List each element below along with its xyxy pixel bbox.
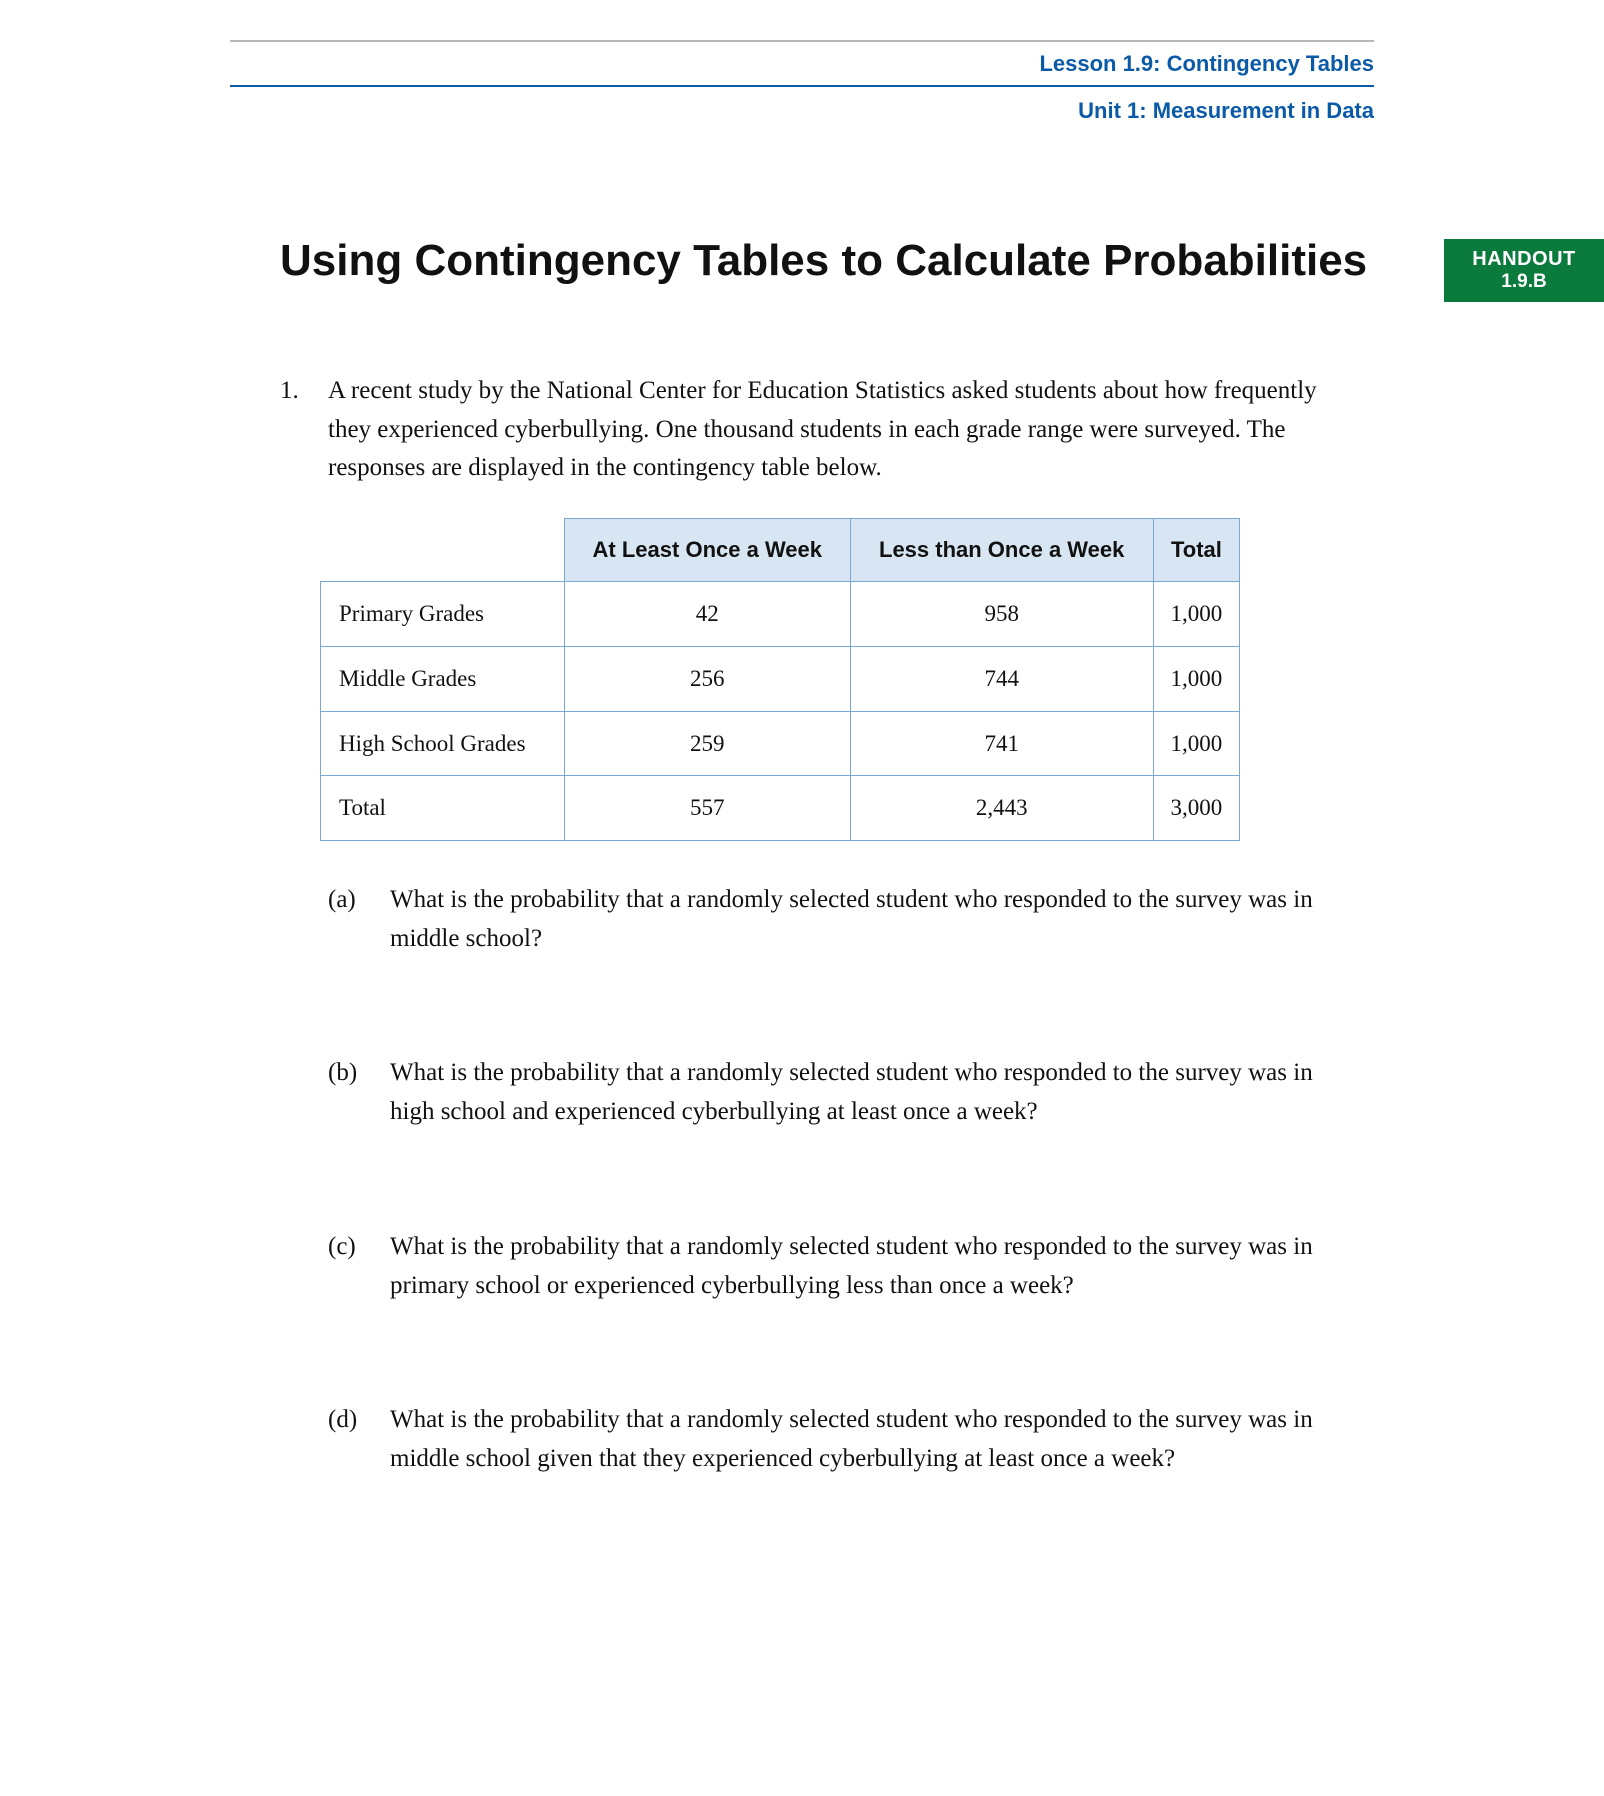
table-row: High School Grades 259 741 1,000 [321,711,1240,776]
title-row: Using Contingency Tables to Calculate Pr… [230,235,1374,302]
row-label: Middle Grades [321,646,565,711]
cell: 42 [565,582,850,647]
subpart-label: (d) [328,1401,368,1479]
page-title: Using Contingency Tables to Calculate Pr… [230,235,1414,288]
col-header-1: Less than Once a Week [850,519,1153,582]
table-row: Primary Grades 42 958 1,000 [321,582,1240,647]
cell: 259 [565,711,850,776]
cell: 2,443 [850,776,1153,841]
subpart-text: What is the probability that a randomly … [390,881,1364,959]
cell: 958 [850,582,1153,647]
cell: 1,000 [1153,582,1239,647]
subpart-b: (b) What is the probability that a rando… [328,1054,1364,1132]
badge-line2: 1.9.B [1462,271,1586,294]
table-row: Total 557 2,443 3,000 [321,776,1240,841]
subparts: (a) What is the probability that a rando… [328,881,1364,1479]
cell: 744 [850,646,1153,711]
table-header-blank [321,519,565,582]
subpart-a: (a) What is the probability that a rando… [328,881,1364,959]
subpart-d: (d) What is the probability that a rando… [328,1401,1364,1479]
subpart-text: What is the probability that a randomly … [390,1228,1364,1306]
rule-top [230,40,1374,42]
rule-mid [230,85,1374,87]
question-prompt: A recent study by the National Center fo… [328,372,1364,488]
lesson-label: Lesson 1.9: Contingency Tables [230,50,1374,79]
subpart-text: What is the probability that a randomly … [390,1401,1364,1479]
col-header-2: Total [1153,519,1239,582]
row-label: High School Grades [321,711,565,776]
subpart-c: (c) What is the probability that a rando… [328,1228,1364,1306]
cell: 256 [565,646,850,711]
content: 1. A recent study by the National Center… [230,372,1374,1479]
badge-line1: HANDOUT [1462,247,1586,271]
document-page: Lesson 1.9: Contingency Tables Unit 1: M… [0,0,1604,1796]
subpart-label: (b) [328,1054,368,1132]
contingency-table: At Least Once a Week Less than Once a We… [320,518,1240,841]
cell: 3,000 [1153,776,1239,841]
question-1: 1. A recent study by the National Center… [280,372,1364,488]
col-header-0: At Least Once a Week [565,519,850,582]
contingency-table-wrap: At Least Once a Week Less than Once a We… [320,518,1364,841]
subpart-label: (a) [328,881,368,959]
row-label: Total [321,776,565,841]
table-header-row: At Least Once a Week Less than Once a We… [321,519,1240,582]
subpart-text: What is the probability that a randomly … [390,1054,1364,1132]
handout-badge: HANDOUT 1.9.B [1444,239,1604,302]
cell: 557 [565,776,850,841]
cell: 1,000 [1153,646,1239,711]
row-label: Primary Grades [321,582,565,647]
header-meta: Lesson 1.9: Contingency Tables Unit 1: M… [230,50,1374,125]
cell: 741 [850,711,1153,776]
subpart-label: (c) [328,1228,368,1306]
question-number: 1. [280,372,310,488]
cell: 1,000 [1153,711,1239,776]
unit-label: Unit 1: Measurement in Data [230,97,1374,126]
table-row: Middle Grades 256 744 1,000 [321,646,1240,711]
